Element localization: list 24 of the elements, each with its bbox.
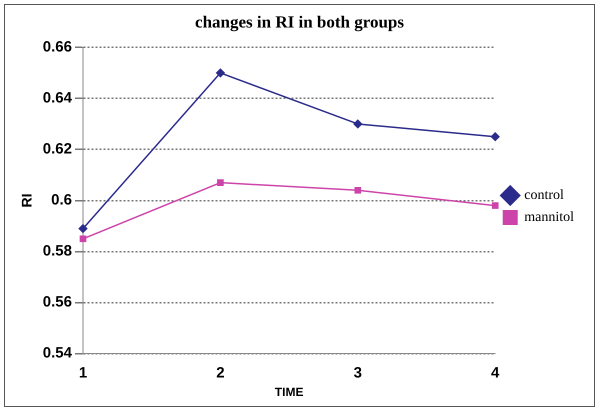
point xyxy=(80,235,86,242)
point xyxy=(217,179,224,186)
x-tick-label: 4 xyxy=(491,364,500,382)
legend-label: mannitol xyxy=(524,210,574,226)
y-tick-label: 0.6 xyxy=(51,192,72,209)
chart-title: changes in RI in both groups xyxy=(195,12,404,32)
point xyxy=(490,132,500,142)
x-axis-title: TIME xyxy=(274,385,304,400)
point xyxy=(353,119,362,128)
y-tick-label: 0.64 xyxy=(42,90,73,107)
x-tick-label: 3 xyxy=(354,364,362,382)
y-tick-label: 0.66 xyxy=(42,38,72,56)
point xyxy=(216,68,225,78)
y-tick-label: 0.58 xyxy=(42,242,72,260)
point xyxy=(354,186,362,194)
point xyxy=(78,224,88,234)
x-tick-label: 2 xyxy=(216,364,225,382)
y-tick-label: 0.54 xyxy=(42,344,73,362)
y-tick-label: 0.56 xyxy=(42,294,72,311)
x-tick-label: 1 xyxy=(78,364,88,382)
y-tick-label: 0.62 xyxy=(42,140,72,158)
legend-label: control xyxy=(524,188,564,204)
y-axis-title: RI xyxy=(18,194,34,208)
point xyxy=(492,202,499,209)
